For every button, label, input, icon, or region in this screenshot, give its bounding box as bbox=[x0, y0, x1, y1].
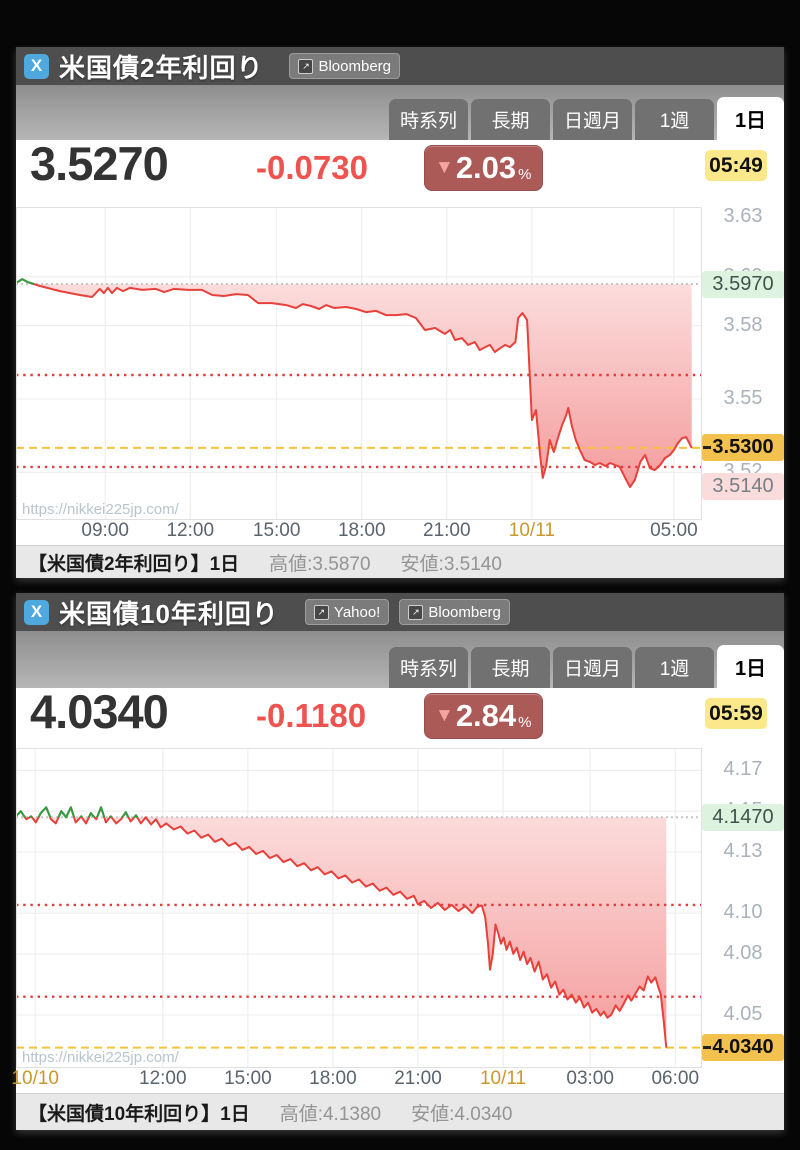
x-axis-tick-label: 15:00 bbox=[252, 520, 301, 541]
x-axis-tick-label: 10/10 bbox=[11, 1068, 59, 1089]
panel-header: X 米国債10年利回り ↗ Yahoo! ↗ Bloomberg bbox=[16, 593, 784, 631]
quote-time-badge: 05:49 bbox=[705, 150, 767, 181]
x-axis-tick-label: 06:00 bbox=[651, 1068, 700, 1089]
footer-instrument-name: 【米国債2年利回り】1日 bbox=[28, 553, 240, 575]
current-price: 3.5270 bbox=[30, 137, 169, 190]
percent-change-value: 2.03 bbox=[455, 150, 517, 185]
tab-1週[interactable]: 1週 bbox=[635, 99, 714, 140]
quote-time-badge: 05:59 bbox=[705, 698, 767, 729]
info-bar: 【米国債2年利回り】1日 高値:3.5870 安値:3.5140 bbox=[16, 545, 784, 578]
external-link-icon: ↗ bbox=[298, 58, 314, 74]
chart-panel-10year: X 米国債10年利回り ↗ Yahoo! ↗ Bloomberg 時系列 長期 日週月 1週… bbox=[11, 593, 784, 1130]
tab-1週[interactable]: 1週 bbox=[635, 647, 714, 688]
x-axis-tick-label: 03:00 bbox=[566, 1068, 614, 1089]
x-axis-tick-label: 05:00 bbox=[650, 520, 698, 541]
price-change: -0.1180 bbox=[256, 697, 367, 734]
info-bar: 【米国債10年利回り】1日 高値:4.1380 安値:4.0340 bbox=[16, 1093, 784, 1130]
source-label: Bloomberg bbox=[318, 57, 392, 75]
tab-strip: 時系列 長期 日週月 1週 1日 bbox=[16, 85, 784, 140]
external-link-icon: ↗ bbox=[408, 604, 424, 620]
price-pointer-tick bbox=[703, 446, 711, 450]
x-axis-tick-label: 12:00 bbox=[166, 520, 215, 541]
watermark-url: https://nikkei225jp.com/ bbox=[22, 501, 179, 518]
source-links: ↗ Yahoo! ↗ Bloomberg bbox=[304, 599, 510, 625]
down-triangle-icon: ▼ bbox=[435, 157, 454, 178]
footer-low-value: 安値:3.5140 bbox=[400, 553, 502, 575]
tab-strip: 時系列 長期 日週月 1週 1日 bbox=[16, 631, 784, 688]
tab-日週月[interactable]: 日週月 bbox=[553, 647, 632, 688]
x-axis-tick-label: 15:00 bbox=[224, 1068, 272, 1089]
source-links: ↗ Bloomberg bbox=[289, 53, 401, 79]
source-label: Bloomberg bbox=[428, 603, 501, 621]
tab-長期[interactable]: 長期 bbox=[471, 99, 550, 140]
panel-title: 米国債2年利回り bbox=[59, 52, 264, 83]
x-share-icon[interactable]: X bbox=[24, 599, 49, 625]
y-axis-tick-label: 4.10 bbox=[723, 901, 763, 924]
x-axis-tick-label: 09:00 bbox=[81, 520, 129, 541]
quote-row: 4.0340 -0.1180 ▼ 2.84 % 05:59 bbox=[16, 685, 784, 748]
price-change: -0.0730 bbox=[256, 149, 368, 186]
current-price-badge: 3.5300 bbox=[702, 434, 784, 462]
x-axis: 09:00 12:00 15:00 18:00 21:00 10/11 05:00 bbox=[16, 520, 702, 545]
y-axis-tick-label: 3.58 bbox=[723, 313, 763, 336]
watermark-url: https://nikkei225jp.com/ bbox=[22, 1049, 179, 1066]
x-axis-tick-label: 21:00 bbox=[423, 520, 471, 541]
footer-high-value: 高値:3.5870 bbox=[269, 553, 371, 575]
price-chart[interactable] bbox=[16, 748, 702, 1068]
footer-high-value: 高値:4.1380 bbox=[279, 1103, 382, 1125]
tab-時系列[interactable]: 時系列 bbox=[389, 647, 468, 688]
x-share-icon[interactable]: X bbox=[24, 53, 49, 79]
y-axis-tick-label: 4.17 bbox=[723, 758, 763, 781]
price-pointer-tick bbox=[703, 1046, 711, 1050]
period-tabs: 時系列 長期 日週月 1週 1日 bbox=[389, 97, 784, 140]
y-axis-tick-label: 4.08 bbox=[723, 941, 763, 964]
prev-close-badge: 4.1470 bbox=[702, 803, 784, 831]
footer-instrument-name: 【米国債10年利回り】1日 bbox=[28, 1103, 250, 1125]
percent-change-badge: ▼ 2.84 % bbox=[424, 693, 543, 739]
current-price-badge: 4.0340 bbox=[702, 1034, 784, 1062]
source-link-Yahoo![interactable]: ↗ Yahoo! bbox=[304, 599, 390, 625]
percent-sign: % bbox=[518, 165, 532, 183]
price-chart[interactable] bbox=[16, 207, 702, 520]
prev-close-badge: 3.5970 bbox=[702, 270, 784, 298]
y-axis-tick-label: 3.55 bbox=[723, 386, 763, 409]
day-low-badge: 3.5140 bbox=[702, 473, 784, 501]
current-price: 4.0340 bbox=[30, 685, 169, 738]
x-axis-tick-label: 12:00 bbox=[139, 1068, 187, 1089]
panel-header: X 米国債2年利回り ↗ Bloomberg bbox=[16, 47, 784, 85]
tab-時系列[interactable]: 時系列 bbox=[389, 99, 468, 140]
panel-title: 米国債10年利回り bbox=[59, 598, 279, 629]
chart-panel-2year: X 米国債2年利回り ↗ Bloomberg 時系列 長期 日週月 1週 1日 3.527… bbox=[16, 47, 784, 578]
percent-sign: % bbox=[518, 713, 532, 731]
footer-low-value: 安値:4.0340 bbox=[411, 1103, 513, 1125]
source-link-Bloomberg[interactable]: ↗ Bloomberg bbox=[289, 53, 401, 79]
down-triangle-icon: ▼ bbox=[435, 705, 454, 726]
tab-1日[interactable]: 1日 bbox=[717, 645, 784, 688]
y-axis-tick-label: 4.05 bbox=[723, 1003, 763, 1025]
x-axis-tick-label: 18:00 bbox=[337, 520, 386, 541]
y-axis-tick-label: 4.13 bbox=[723, 839, 763, 862]
tab-日週月[interactable]: 日週月 bbox=[553, 99, 632, 140]
source-link-Bloomberg[interactable]: ↗ Bloomberg bbox=[399, 599, 510, 625]
x-axis-tick-label: 10/11 bbox=[508, 520, 555, 541]
period-tabs: 時系列 長期 日週月 1週 1日 bbox=[389, 645, 784, 688]
external-link-icon: ↗ bbox=[313, 604, 329, 620]
y-axis-tick-label: 3.63 bbox=[723, 205, 763, 227]
x-axis-tick-label: 21:00 bbox=[394, 1068, 442, 1089]
x-axis: 10/10 12:00 15:00 18:00 21:00 10/11 03:00 06:00 bbox=[11, 1068, 702, 1093]
quote-row: 3.5270 -0.0730 ▼ 2.03 % 05:49 bbox=[16, 137, 784, 207]
tab-1日[interactable]: 1日 bbox=[717, 97, 784, 140]
source-label: Yahoo! bbox=[333, 603, 381, 621]
x-axis-tick-label: 18:00 bbox=[309, 1068, 357, 1089]
percent-change-badge: ▼ 2.03 % bbox=[424, 145, 543, 191]
percent-change-value: 2.84 bbox=[455, 698, 517, 733]
tab-長期[interactable]: 長期 bbox=[471, 647, 550, 688]
x-axis-tick-label: 10/11 bbox=[479, 1068, 527, 1089]
